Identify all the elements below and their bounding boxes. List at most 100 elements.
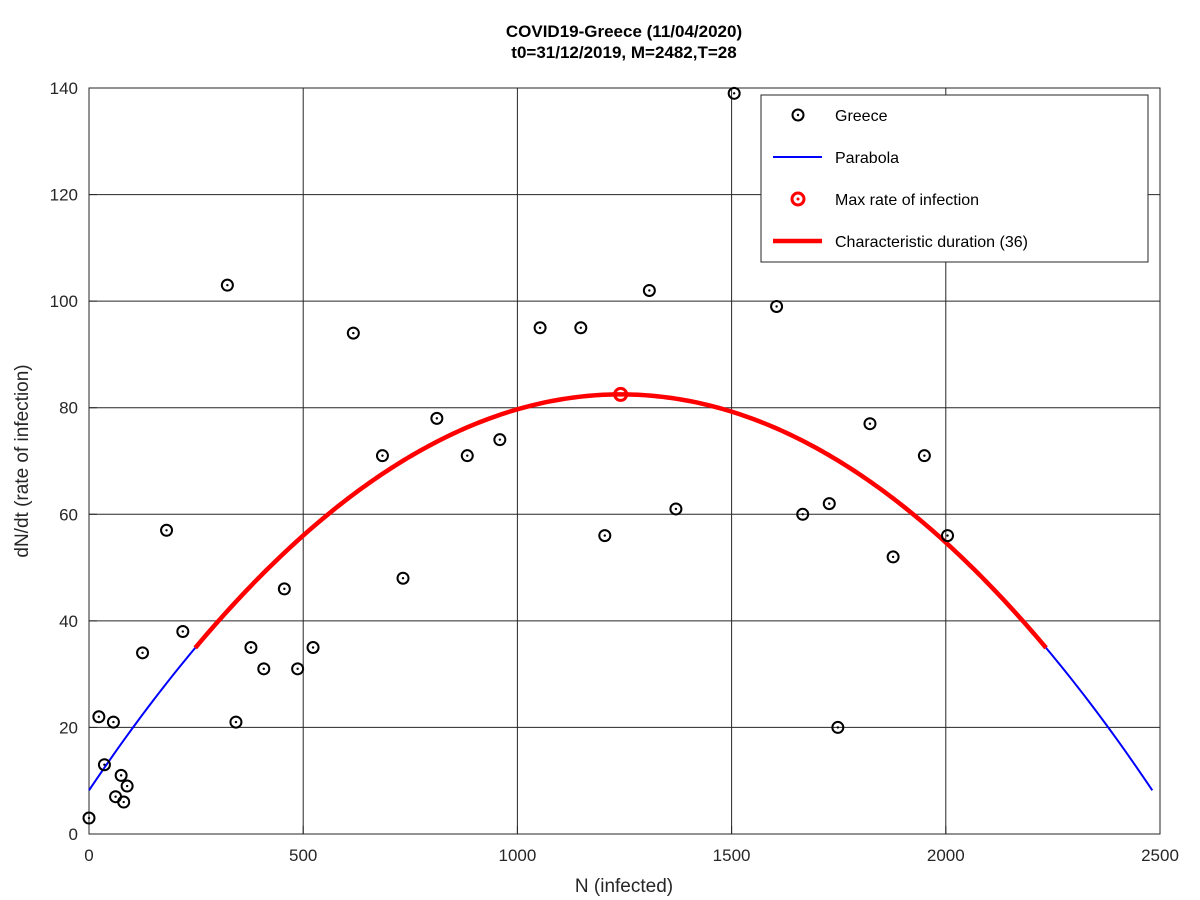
data-point — [642, 283, 656, 297]
data-point — [493, 433, 507, 447]
data-point — [97, 758, 111, 772]
legend-marker-greece — [791, 108, 805, 122]
data-point — [533, 321, 547, 335]
data-point-ring — [106, 715, 120, 729]
ticks: 0 500 1000 1500 2000 2500 0 20 40 60 80 100 120 140 — [50, 79, 1179, 865]
data-point — [220, 278, 234, 292]
data-point-center — [112, 720, 115, 724]
x-tick-label: 0 — [84, 846, 93, 865]
data-point — [796, 507, 810, 521]
data-point-center — [125, 784, 129, 788]
data-point — [886, 550, 900, 564]
data-point-ring — [160, 523, 174, 537]
data-point-ring — [291, 662, 305, 676]
data-point — [598, 529, 612, 543]
legend-marker-max — [790, 191, 806, 207]
data-point-ring — [727, 86, 741, 100]
data-point-center — [114, 795, 117, 798]
data-point-center — [498, 438, 502, 441]
data-point-center — [87, 816, 91, 820]
data-point-ring — [92, 710, 106, 724]
data-point — [82, 811, 96, 825]
data-point-ring — [669, 502, 683, 516]
data-point — [114, 768, 128, 782]
data-point-center — [381, 454, 384, 457]
y-tick-label: 40 — [59, 612, 78, 631]
x-axis-label: N (infected) — [575, 876, 673, 897]
data-point — [106, 715, 120, 729]
data-point-center — [732, 92, 736, 95]
x-tick-label: 1000 — [498, 846, 536, 865]
data-point-ring — [257, 662, 271, 676]
data-point-ring — [375, 449, 389, 463]
data-point — [306, 641, 320, 654]
legend-label-parabola: Parabola — [835, 150, 899, 167]
data-point — [460, 449, 474, 463]
data-point-ring — [120, 779, 134, 793]
max-point-ring — [613, 386, 629, 402]
data-point-ring — [306, 641, 320, 654]
x-tick-label: 500 — [289, 846, 317, 865]
data-point — [176, 625, 190, 639]
data-point-ring — [244, 641, 258, 654]
data-point — [92, 710, 106, 724]
legend-label-max: Max rate of infection — [835, 192, 979, 209]
data-point — [396, 571, 410, 585]
data-point-ring — [176, 625, 190, 639]
x-tick-label: 2000 — [927, 846, 965, 865]
data-point-ring — [97, 758, 111, 772]
x-tick-label: 2500 — [1141, 846, 1179, 865]
data-point-ring — [642, 283, 656, 297]
y-tick-label: 60 — [59, 505, 78, 524]
legend-label-greece: Greece — [835, 108, 888, 125]
data-point-center — [538, 326, 542, 329]
y-tick-label: 140 — [50, 79, 78, 98]
data-point-ring — [796, 507, 810, 521]
data-point-ring — [277, 582, 291, 596]
y-tick-label: 0 — [69, 825, 78, 844]
data-point — [917, 449, 931, 463]
data-point-center — [262, 667, 265, 671]
data-point-center — [579, 326, 583, 329]
data-point-center — [775, 305, 778, 308]
max-rate-marker — [613, 386, 629, 402]
data-point-center — [283, 587, 286, 591]
chart-subtitle: t0=31/12/2019, M=2482,T=28 — [511, 43, 736, 62]
data-point — [831, 720, 845, 734]
data-point-center — [141, 651, 144, 655]
legend-label-duration: Characteristic duration (36) — [835, 234, 1028, 251]
data-point — [669, 502, 683, 516]
data-point-center — [226, 283, 229, 287]
data-point-ring — [220, 278, 234, 292]
data-point-center — [946, 534, 949, 537]
data-point-ring — [82, 811, 96, 825]
data-point-center — [119, 774, 123, 777]
data-point — [244, 641, 258, 654]
data-point — [120, 779, 134, 793]
data-point-center — [648, 289, 651, 292]
chart-title: COVID19-Greece (11/04/2020) — [506, 22, 742, 41]
y-tick-label: 100 — [50, 292, 78, 311]
y-tick-label: 120 — [50, 186, 78, 205]
data-point-ring — [117, 795, 131, 809]
data-point-ring — [886, 550, 900, 564]
data-point — [863, 417, 877, 431]
data-point — [375, 449, 389, 463]
data-point-center — [249, 646, 253, 649]
data-point-ring — [941, 529, 955, 543]
data-point-center — [828, 502, 831, 505]
x-tick-label: 1500 — [713, 846, 751, 865]
data-point-ring — [229, 715, 243, 729]
data-point — [257, 662, 271, 676]
data-point-ring — [770, 299, 784, 313]
y-axis-label: dN/dt (rate of infection) — [12, 364, 33, 557]
data-point — [346, 326, 360, 340]
y-tick-label: 80 — [59, 399, 78, 418]
data-point-ring — [574, 321, 588, 335]
data-point-ring — [917, 449, 931, 463]
data-point-center — [165, 529, 168, 532]
data-point-center — [97, 715, 101, 718]
data-point-center — [923, 454, 926, 457]
data-point-center — [674, 507, 678, 511]
max-point-center — [619, 392, 623, 396]
